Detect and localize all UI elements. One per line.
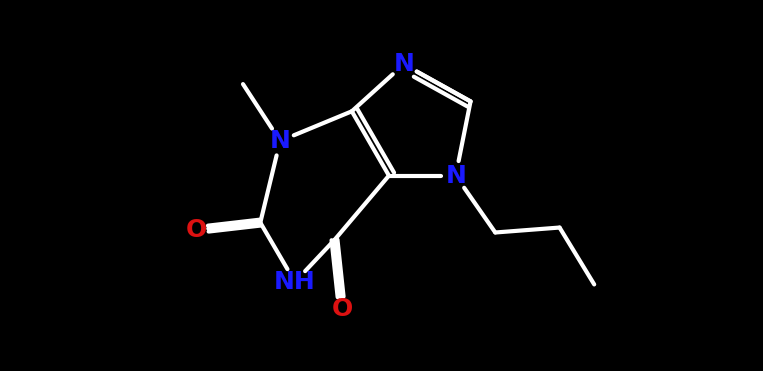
Text: NH: NH [274, 270, 316, 294]
Text: N: N [393, 52, 414, 76]
Text: O: O [331, 297, 353, 321]
Text: O: O [185, 218, 207, 242]
Text: N: N [269, 129, 291, 153]
Text: N: N [446, 164, 466, 188]
